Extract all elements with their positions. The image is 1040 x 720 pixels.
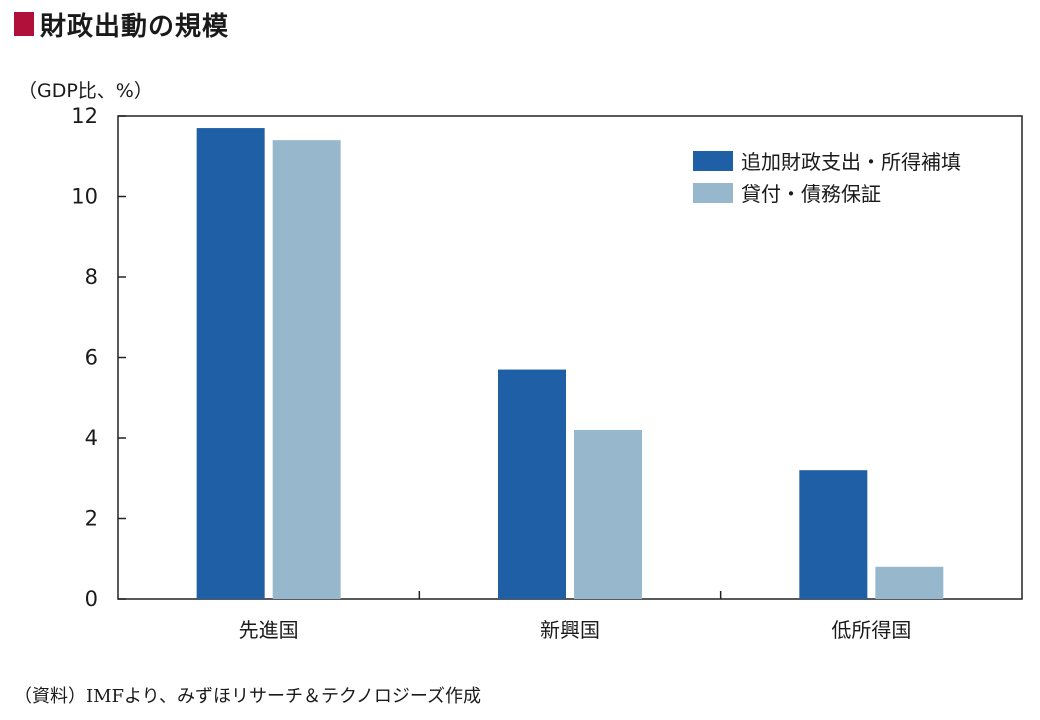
legend-label: 追加財政支出・所得補填: [741, 150, 961, 174]
bar: [272, 140, 341, 599]
title-accent-square: [14, 12, 34, 36]
y-tick-label: 10: [71, 185, 98, 209]
y-tick-label: 12: [71, 104, 98, 128]
x-tick-label: 低所得国: [831, 618, 911, 642]
y-tick-label: 6: [85, 346, 98, 370]
y-tick-label: 2: [85, 507, 98, 531]
source-note: （資料）IMFより、みずほリサーチ＆テクノロジーズ作成: [14, 686, 481, 707]
x-tick-label: 新興国: [540, 618, 600, 642]
bar: [799, 470, 868, 599]
bar: [498, 369, 566, 599]
chart-title-area: 財政出動の規模: [14, 6, 229, 42]
y-tick-label: 8: [85, 265, 98, 289]
y-tick-label: 0: [85, 587, 98, 611]
legend-swatch: [693, 151, 733, 171]
bar: [574, 429, 642, 599]
legend-label: 貸付・債務保証: [741, 182, 881, 206]
x-tick-label: 先進国: [239, 618, 299, 642]
bar: [196, 128, 265, 599]
y-tick-label: 4: [85, 426, 98, 450]
bar: [875, 566, 944, 599]
legend-swatch: [693, 183, 733, 203]
chart-title: 財政出動の規模: [40, 11, 230, 42]
y-axis-unit-label: （GDP比、%）: [18, 80, 153, 102]
